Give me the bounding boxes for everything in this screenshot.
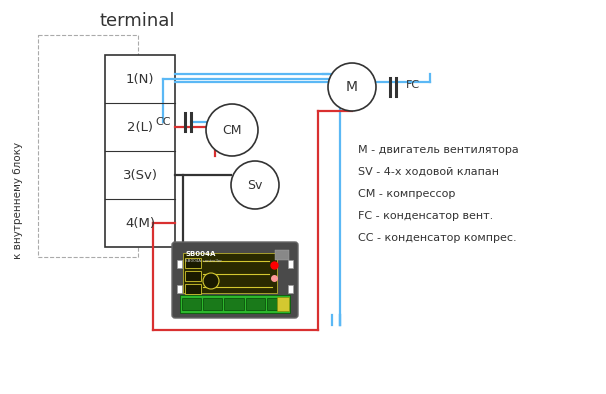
Text: CM: CM xyxy=(222,123,242,136)
Text: 4(M): 4(M) xyxy=(125,216,155,229)
Circle shape xyxy=(206,104,258,156)
Bar xyxy=(185,271,201,281)
Text: SB004A: SB004A xyxy=(185,251,215,257)
Text: CC: CC xyxy=(156,117,171,127)
Bar xyxy=(177,285,182,293)
Bar xyxy=(185,258,201,268)
Text: к внутреннему блоку: к внутреннему блоку xyxy=(13,141,23,258)
Text: 3(Sv): 3(Sv) xyxy=(122,169,158,182)
Text: SB004A controller: SB004A controller xyxy=(185,259,222,263)
Bar xyxy=(288,285,293,293)
Bar xyxy=(288,260,293,268)
Text: M: M xyxy=(346,80,358,94)
Circle shape xyxy=(231,161,279,209)
Circle shape xyxy=(203,273,219,289)
Bar xyxy=(38,35,138,257)
Bar xyxy=(177,260,182,268)
Text: SV - 4-х ходовой клапан: SV - 4-х ходовой клапан xyxy=(358,167,499,177)
Bar xyxy=(277,297,289,311)
Text: Sv: Sv xyxy=(247,178,262,191)
Bar xyxy=(185,284,201,294)
Bar xyxy=(224,298,244,310)
FancyBboxPatch shape xyxy=(172,242,298,318)
Text: CC - конденсатор компрес.: CC - конденсатор компрес. xyxy=(358,233,517,243)
Text: 1(N): 1(N) xyxy=(126,72,155,85)
Bar xyxy=(105,55,175,247)
Text: 2(L): 2(L) xyxy=(127,121,153,134)
Bar xyxy=(245,298,265,310)
Circle shape xyxy=(328,63,376,111)
Bar xyxy=(203,298,222,310)
Bar xyxy=(180,295,290,313)
Bar xyxy=(275,250,289,260)
Bar xyxy=(267,298,286,310)
Bar xyxy=(183,253,277,293)
Bar xyxy=(182,298,201,310)
Text: M - двигатель вентилятора: M - двигатель вентилятора xyxy=(358,145,519,155)
Text: CM - компрессор: CM - компрессор xyxy=(358,189,455,199)
Text: FC - конденсатор вент.: FC - конденсатор вент. xyxy=(358,211,493,221)
Text: FC: FC xyxy=(406,80,420,90)
Text: terminal: terminal xyxy=(100,12,176,30)
